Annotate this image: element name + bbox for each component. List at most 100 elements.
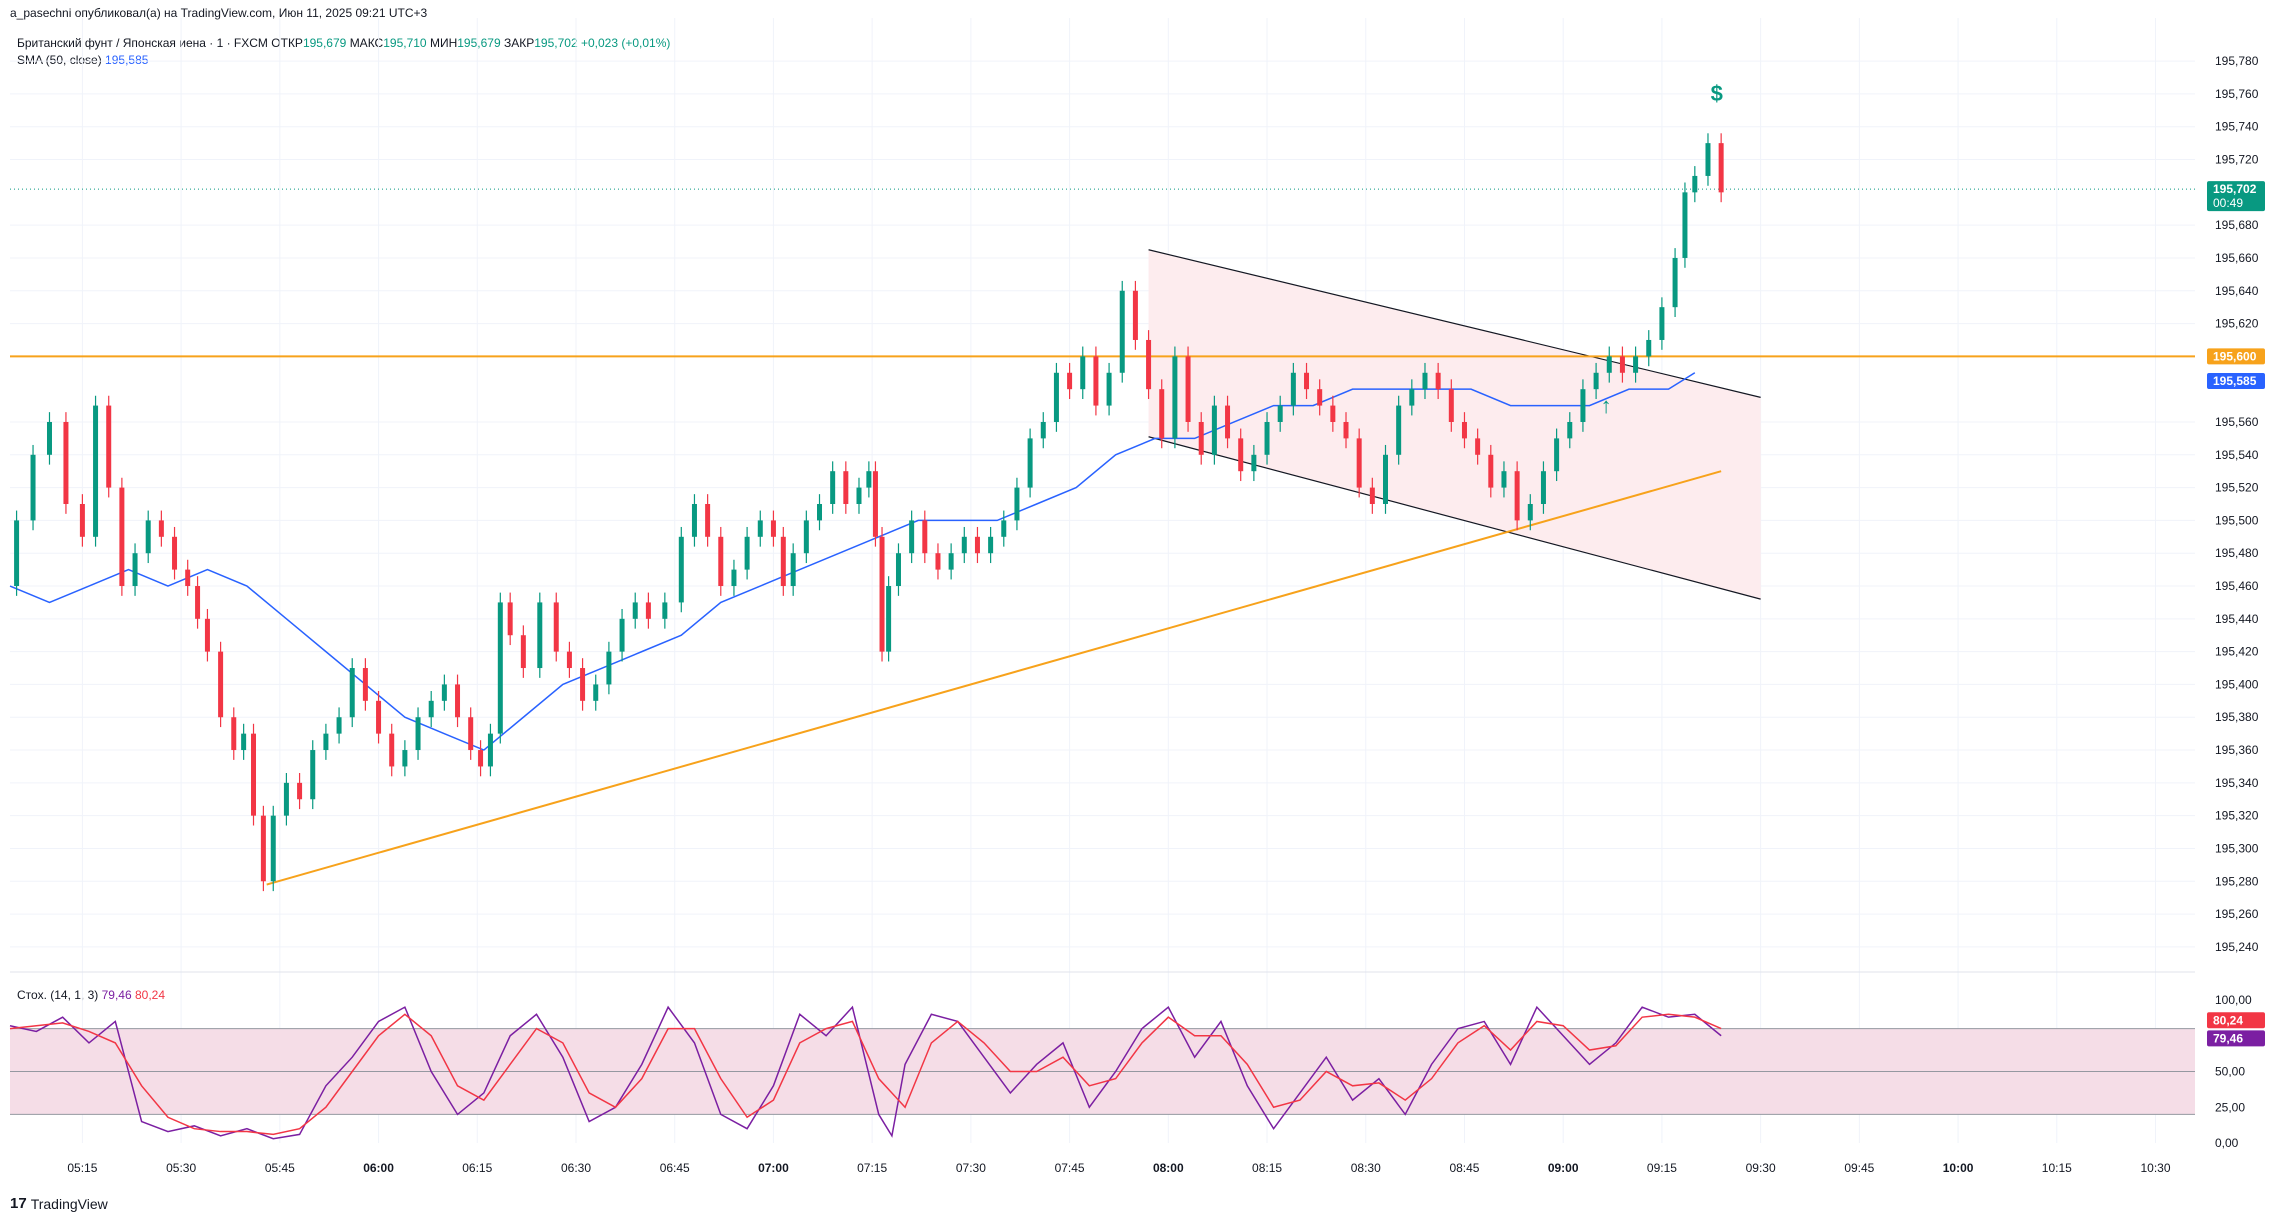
candle: [1330, 405, 1336, 422]
channel-lower-line: [1148, 436, 1761, 600]
candle: [204, 618, 210, 652]
candle: [1382, 454, 1388, 504]
candle: [872, 471, 878, 537]
candle: [1264, 421, 1270, 455]
candle: [297, 782, 303, 800]
sma-line: [9, 372, 1696, 751]
candle: [1067, 372, 1073, 390]
x-tick-label: 05:45: [265, 1161, 295, 1175]
candle: [1119, 290, 1125, 373]
tv-logo-icon: 17: [10, 1195, 27, 1212]
y-tick-label: 195,420: [2215, 645, 2259, 659]
candle: [1040, 421, 1046, 439]
candle: [428, 700, 434, 718]
candle: [376, 700, 382, 734]
stoch-y-tick-label: 0,00: [2215, 1136, 2239, 1150]
candle: [705, 504, 711, 537]
candle: [1146, 339, 1152, 390]
candle: [270, 815, 276, 882]
candle: [566, 651, 572, 669]
candle: [1053, 372, 1059, 422]
candle: [1554, 438, 1560, 472]
stoch-label: Стох. (14, 1, 3): [17, 988, 99, 1002]
y-tick-label: 195,360: [2215, 743, 2259, 757]
candle: [1593, 372, 1599, 390]
candle: [1672, 257, 1678, 308]
candle: [260, 815, 266, 882]
tradingview-logo[interactable]: 17 TradingView: [10, 1195, 108, 1212]
sma-legend[interactable]: SMA (50, close) 195,585: [17, 53, 148, 67]
candle: [93, 405, 99, 537]
stoch-legend[interactable]: Стох. (14, 1, 3) 79,46 80,24: [17, 988, 165, 1002]
candle: [731, 569, 737, 587]
candle: [895, 553, 901, 587]
candle: [974, 536, 980, 554]
candle: [1422, 372, 1428, 390]
candle: [744, 536, 750, 570]
y-tick-label: 195,340: [2215, 776, 2259, 790]
candle: [507, 602, 513, 636]
y-tick-label: 195,760: [2215, 87, 2259, 101]
candle: [310, 750, 316, 800]
ohlc-legend[interactable]: Британский фунт / Японская иена · 1 · FX…: [17, 36, 670, 50]
candle: [817, 504, 823, 521]
y-tick-label: 195,620: [2215, 317, 2259, 331]
x-tick-label: 06:15: [462, 1161, 492, 1175]
y-tick-label: 195,660: [2215, 251, 2259, 265]
candle: [1633, 356, 1639, 373]
trendline: [266, 470, 1722, 886]
x-tick-label: 09:15: [1647, 1161, 1677, 1175]
up-arrow-marker-icon: ↑: [1601, 393, 1612, 418]
candle: [468, 717, 474, 751]
candle: [336, 717, 342, 734]
stoch-y-tick-label: 25,00: [2215, 1100, 2245, 1114]
close-label: ЗАКР: [503, 36, 535, 50]
candle: [478, 750, 484, 767]
candle: [1172, 356, 1178, 439]
candle: [46, 421, 52, 455]
candle: [172, 536, 178, 570]
candle: [1527, 504, 1533, 521]
candle: [619, 618, 625, 652]
brand-label: TradingView: [30, 1195, 108, 1212]
stoch-band: [10, 1028, 2195, 1115]
candle: [1646, 339, 1652, 357]
candle: [79, 504, 85, 537]
sma-price-badge: [2207, 372, 2265, 389]
y-tick-label: 195,260: [2215, 907, 2259, 921]
candle: [1093, 356, 1099, 406]
candle: [790, 553, 796, 587]
y-tick-label: 195,380: [2215, 710, 2259, 724]
x-tick-label: 06:45: [660, 1161, 690, 1175]
candle: [1461, 421, 1467, 439]
candle: [632, 602, 638, 619]
candle: [1251, 454, 1257, 472]
candle: [1080, 356, 1086, 390]
candle: [1277, 405, 1283, 422]
candle: [1718, 143, 1724, 193]
candle: [1198, 421, 1204, 455]
candle: [1211, 405, 1217, 455]
y-tick-label: 195,460: [2215, 579, 2259, 593]
candle: [1238, 438, 1244, 472]
stoch-d-line: [9, 1013, 1722, 1136]
candle: [1185, 356, 1191, 422]
candle: [323, 733, 329, 751]
candle: [218, 651, 224, 718]
x-tick-label: 05:30: [166, 1161, 196, 1175]
low-value: 195,679: [457, 36, 501, 50]
candle: [678, 536, 684, 603]
candle: [1304, 372, 1310, 390]
symbol-label: Британский фунт / Японская иена · 1 · FX…: [17, 36, 268, 50]
change-value: +0,023 (+0,01%): [580, 36, 671, 50]
candle: [389, 733, 395, 767]
candle: [1475, 438, 1481, 455]
x-tick-label: 07:00: [758, 1161, 789, 1175]
y-tick-label: 195,540: [2215, 448, 2259, 462]
y-tick-label: 195,780: [2215, 54, 2259, 68]
candle: [830, 471, 836, 504]
candle: [718, 536, 724, 587]
y-tick-label: 195,240: [2215, 940, 2259, 954]
